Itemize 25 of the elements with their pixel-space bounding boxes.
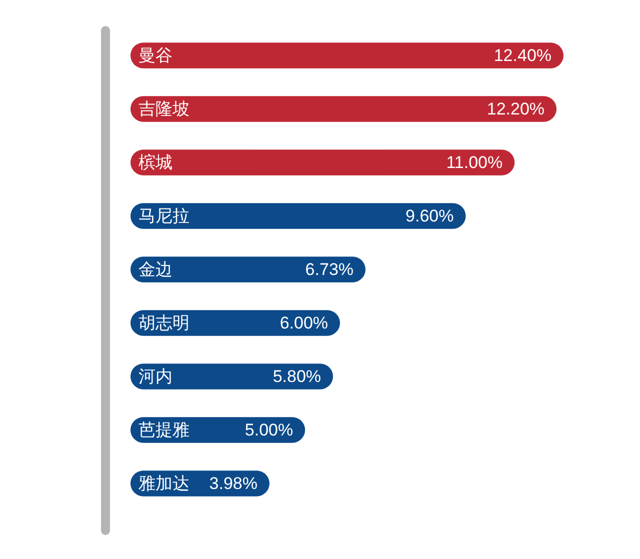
data-label: 3.98% <box>209 474 258 493</box>
y-tick-label: 金边 <box>138 260 172 279</box>
y-tick-label: 曼谷 <box>138 46 172 65</box>
y-tick-label: 槟城 <box>138 152 172 172</box>
y-tick-label: 雅加达 <box>138 474 190 493</box>
bar <box>130 150 515 176</box>
data-label: 12.20% <box>486 99 545 118</box>
y-tick-label: 河内 <box>138 366 172 386</box>
bar <box>130 96 557 122</box>
bar <box>130 203 466 229</box>
data-label: 5.80% <box>272 366 322 386</box>
y-tick-label: 胡志明 <box>138 313 190 332</box>
data-label: 12.40% <box>494 46 552 65</box>
data-label: 6.73% <box>305 260 354 279</box>
data-label: 6.00% <box>280 313 328 332</box>
y-tick-label: 吉隆坡 <box>138 99 190 118</box>
y-tick-label: 马尼拉 <box>138 206 190 226</box>
data-label: 11.00% <box>446 152 503 172</box>
data-label: 9.60% <box>406 206 454 226</box>
bar <box>130 364 334 390</box>
bar <box>130 256 366 282</box>
bar <box>130 310 340 336</box>
y-tick-label: 芭提雅 <box>138 420 190 440</box>
bar <box>130 42 564 68</box>
data-label: 5.00% <box>244 420 294 440</box>
